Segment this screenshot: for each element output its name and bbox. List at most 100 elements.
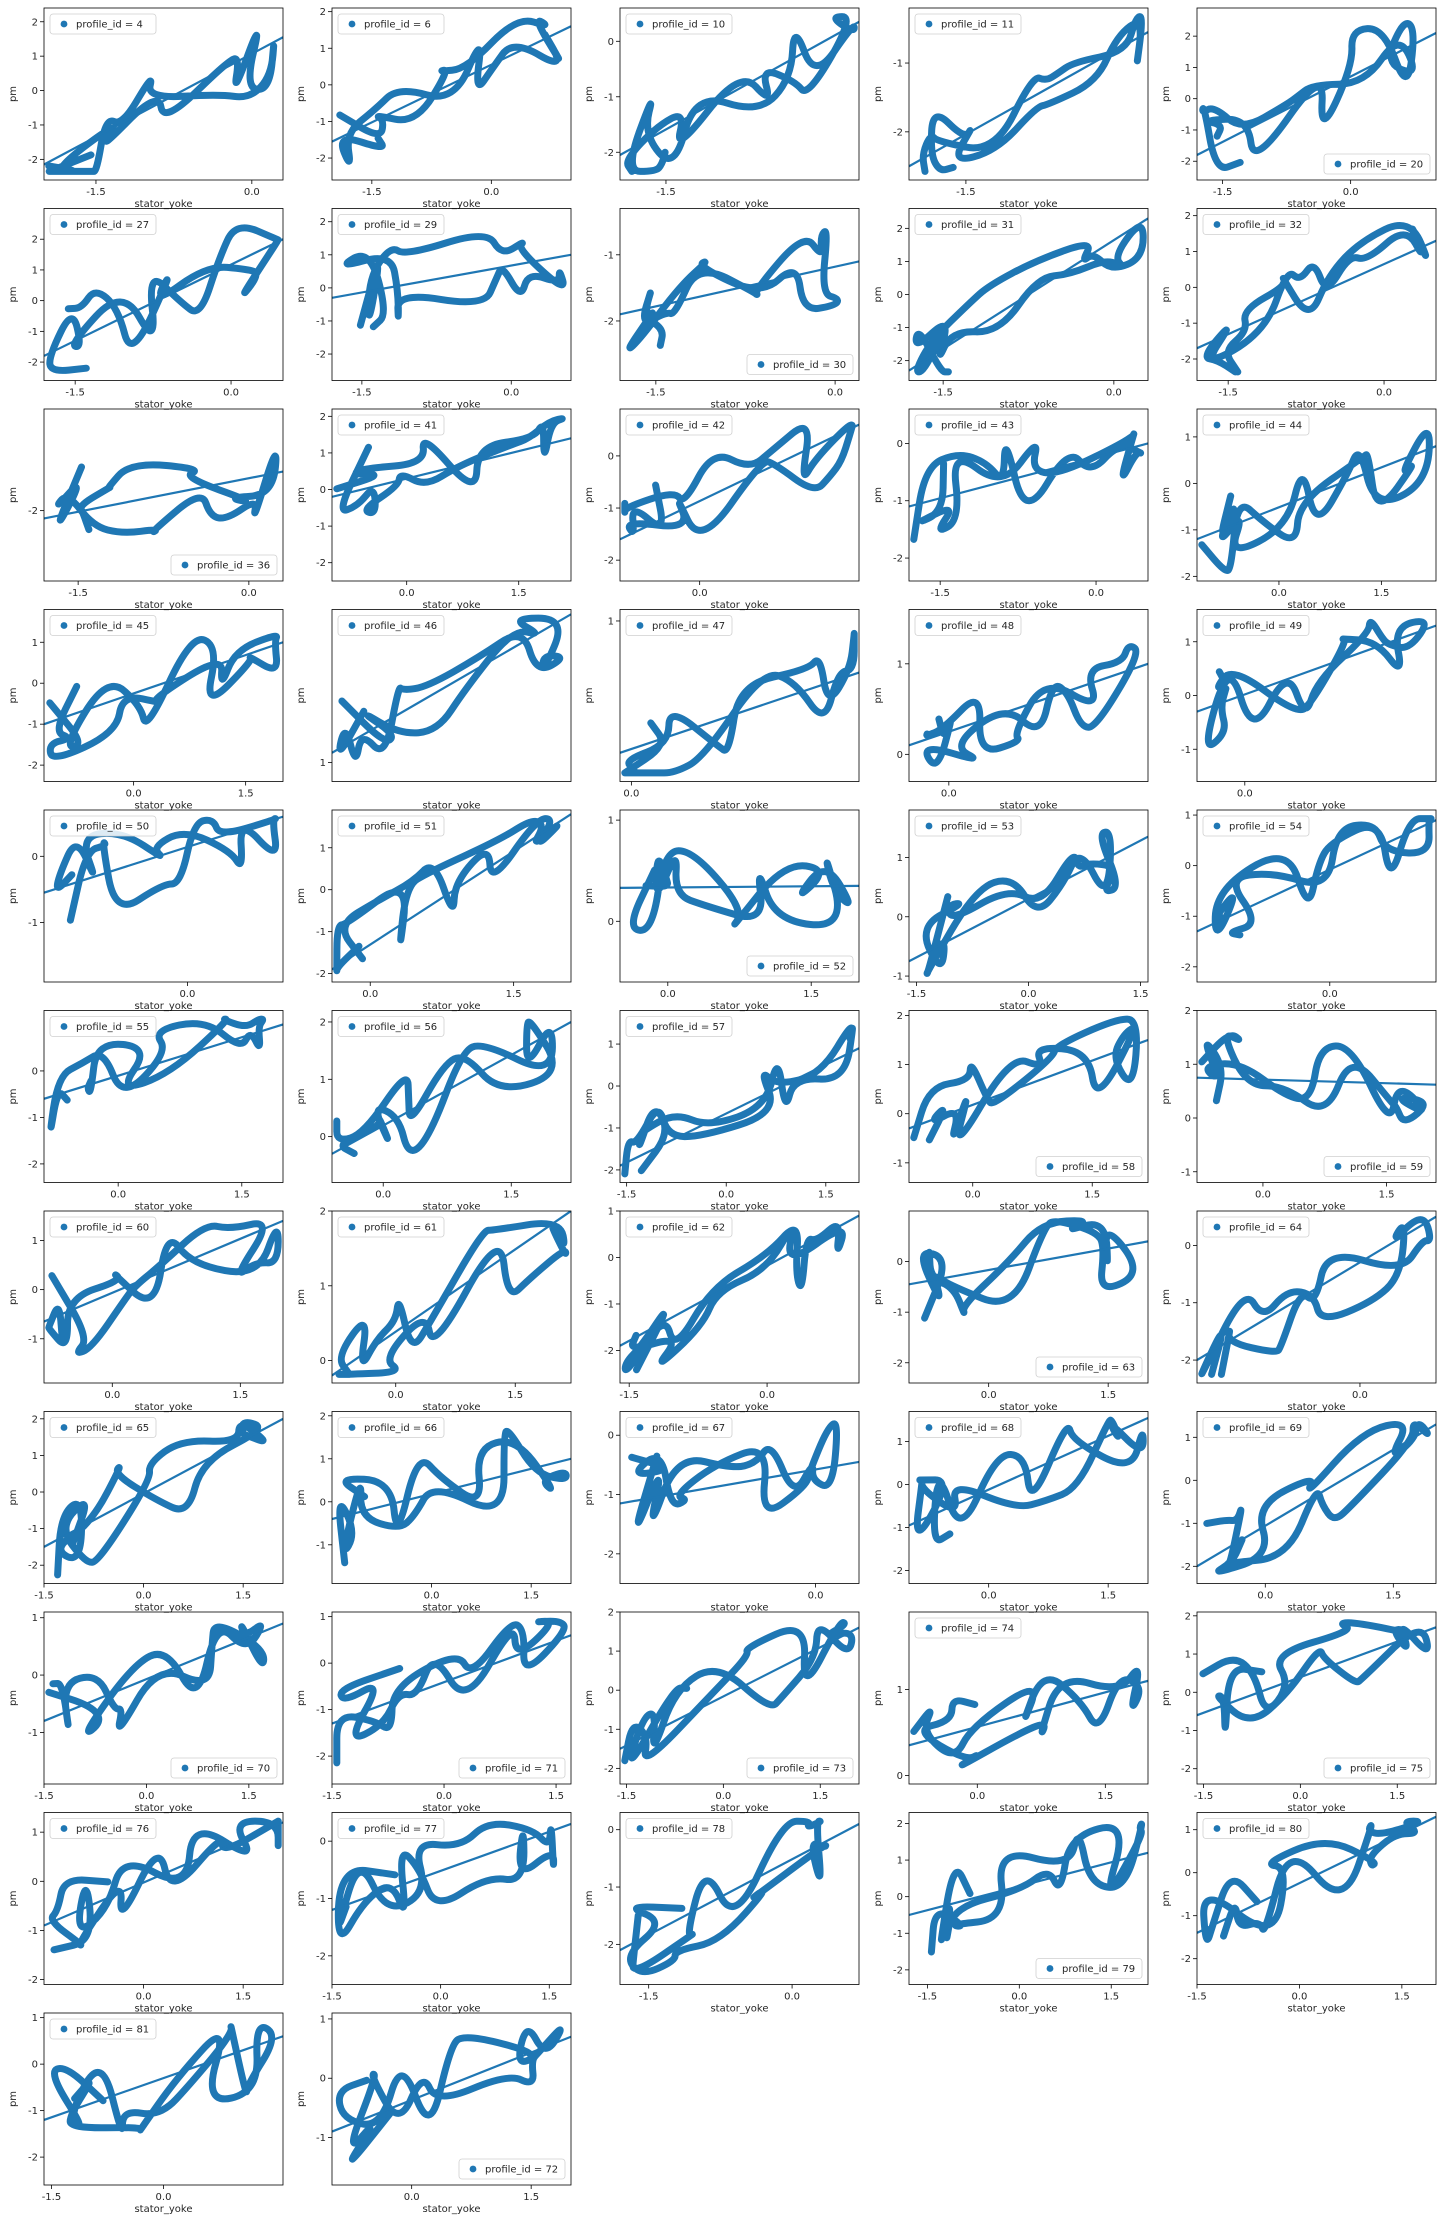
subplot: 0.0 1.5 -2 -1 0 1 stator_yoke pm profile_id = 45 — [8, 609, 284, 812]
legend-marker — [348, 421, 356, 429]
regression-line — [332, 1457, 571, 1521]
y-tick-label: 1 — [32, 1828, 38, 1839]
regression-line — [620, 671, 859, 754]
regression-line — [1197, 819, 1436, 933]
y-tick-label: 0 — [1185, 1114, 1191, 1125]
subplot: -1.50.01.5-2-1012stator_yokepmprofile_id… — [1161, 7, 1437, 210]
legend: profile_id = 77 — [337, 1818, 445, 1839]
legend-label: profile_id = 68 — [941, 1423, 1014, 1434]
y-tick-label: -1 — [1181, 1519, 1191, 1530]
scatter-points — [46, 632, 281, 760]
plot-area — [909, 1667, 1148, 1769]
plot-area — [332, 1617, 571, 1767]
scatter-points — [621, 629, 858, 777]
x-tick-label: 0.0 — [1011, 1992, 1027, 2003]
y-tick-label: -1 — [604, 1490, 614, 1501]
scatter-points — [910, 1667, 1143, 1769]
y-tick-label: 0 — [32, 852, 38, 863]
legend: profile_id = 68 — [914, 1417, 1022, 1438]
y-axis-label: pm — [584, 687, 595, 703]
regression-line — [44, 1821, 283, 1927]
y-tick-label: 1 — [32, 1613, 38, 1624]
y-tick-label: 1 — [1185, 1825, 1191, 1836]
legend: profile_id = 56 — [337, 1016, 445, 1037]
legend: profile_id = 75 — [1323, 1757, 1431, 1779]
legend-label: profile_id = 11 — [941, 20, 1014, 31]
x-tick-label: 1.5 — [511, 588, 527, 599]
legend-label: profile_id = 64 — [1229, 1223, 1302, 1234]
y-tick-label: -2 — [893, 554, 903, 565]
y-tick-label: -2 — [604, 1165, 614, 1176]
y-axis-label: pm — [584, 86, 595, 102]
x-tick-label: -1.5 — [656, 187, 676, 198]
x-tick-label: 0.0 — [759, 1390, 775, 1401]
legend-box — [49, 1016, 157, 1037]
plot-area — [620, 847, 859, 934]
axes-frame — [43, 1611, 284, 1785]
legend: profile_id = 64 — [1202, 1216, 1310, 1238]
axes-frame — [908, 1411, 1149, 1584]
regression-line — [44, 470, 283, 520]
legend-label: profile_id = 65 — [76, 1423, 149, 1434]
y-tick-label: -1 — [316, 927, 326, 938]
regression-line — [620, 1214, 859, 1347]
scatter-points — [1204, 618, 1428, 748]
x-axis-label: stator_yoke — [422, 1001, 480, 1012]
x-axis-label: stator_yoke — [710, 1803, 768, 1814]
axes-frame — [619, 1210, 860, 1384]
legend-box — [1202, 1417, 1310, 1438]
regression-line — [332, 1822, 571, 1912]
x-axis-label: stator_yoke — [422, 2204, 480, 2215]
regression-line — [332, 1634, 571, 1725]
y-tick-label: -2 — [316, 154, 326, 165]
subplot: -1.5 0.0 -2 -1 0 stator_yoke pm profile_id = 78 — [584, 1812, 860, 2015]
legend: profile_id = 57 — [625, 1016, 733, 1037]
y-tick-label: 0 — [897, 912, 903, 923]
scatter-points — [626, 228, 842, 352]
y-axis-label: pm — [1161, 687, 1172, 703]
legend-label: profile_id = 67 — [652, 1423, 725, 1434]
regression-line — [44, 238, 283, 357]
legend-box — [746, 354, 854, 375]
legend-box — [170, 554, 278, 576]
axes-frame — [331, 2012, 572, 2186]
y-tick-label: -2 — [604, 1940, 614, 1951]
scatter-points — [46, 224, 282, 374]
axes-frame — [908, 1812, 1149, 1985]
regression-line — [44, 641, 283, 726]
legend-box — [914, 615, 1022, 636]
subplot: -1.5 0.0 -2 -1 stator_yoke pm profile_id = 30 — [584, 208, 860, 411]
legend: profile_id = 4 — [49, 13, 157, 35]
y-axis-label: pm — [296, 1890, 307, 1906]
y-tick-label: -2 — [893, 356, 903, 367]
y-axis-label: pm — [296, 1289, 307, 1305]
regression-line — [1197, 1815, 1436, 1934]
legend-label: profile_id = 6 — [364, 20, 431, 31]
axes-frame — [908, 408, 1149, 582]
y-tick-label: -1 — [893, 972, 903, 983]
regression-line — [332, 437, 571, 498]
plot-area — [332, 233, 571, 331]
legend-box — [337, 1417, 445, 1438]
x-tick-label: 0.0 — [136, 1992, 152, 2003]
plot-area — [332, 1427, 571, 1567]
legend-marker — [60, 2025, 68, 2033]
y-tick-label: 1 — [897, 1856, 903, 1867]
regression-line — [909, 31, 1148, 168]
x-axis-label: stator_yoke — [710, 600, 768, 611]
y-axis-label: pm — [296, 1489, 307, 1505]
axes-frame — [619, 1611, 860, 1785]
x-tick-label: 0.0 — [241, 588, 257, 599]
legend-marker — [348, 1424, 356, 1431]
x-axis-label: stator_yoke — [134, 1001, 192, 1012]
plot-area — [620, 1214, 859, 1374]
scatter-points — [335, 1220, 570, 1378]
regression-line — [620, 1047, 859, 1167]
scatter-points — [47, 1015, 267, 1131]
regression-line — [909, 217, 1148, 372]
legend-label: profile_id = 79 — [1062, 1964, 1135, 1975]
axes-frame — [331, 7, 572, 181]
regression-line — [332, 2035, 571, 2133]
x-tick-label: 1.5 — [523, 1591, 539, 1602]
